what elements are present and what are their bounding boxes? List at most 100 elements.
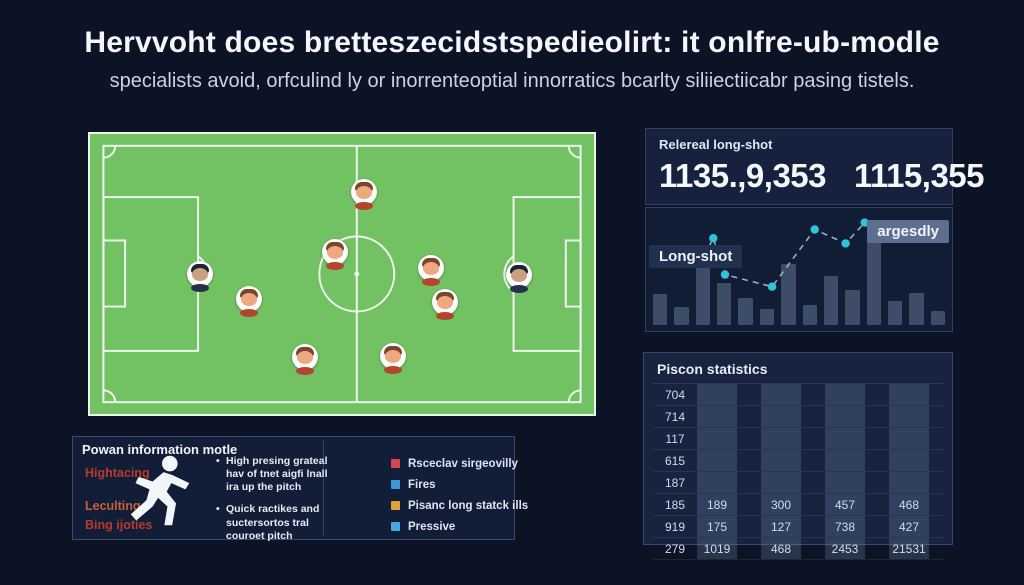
table-cell [761,383,801,406]
table-cell [825,405,865,428]
table-title: Piscon statistics [657,361,768,377]
legend: Rsceclav sirgeovilly Fires Pisanc long sta… [391,457,528,541]
page-title: Hervvoht does bretteszecidstspedieolirt:… [84,26,940,59]
stats-table-panel: Piscon statistics 704 714 117 615 187 185 189 3… [643,352,953,560]
table-cell [737,383,761,406]
table-cell [825,471,865,494]
table-cell [889,471,929,494]
table-cell: 279 [653,537,697,560]
stat-value-right: 1115,355 [854,157,985,194]
trend-line-icon [697,218,888,291]
table-cell [801,427,825,450]
chart-tag-long-shot: Long-shot [649,245,743,268]
table-cell: 185 [653,493,697,516]
table-cell [801,405,825,428]
table-cell [929,449,943,472]
table-cell: 457 [825,493,865,516]
bar [653,293,668,325]
info-panel-title: Powan information motle [82,442,238,457]
table-cell [761,405,801,428]
table-cell [865,449,889,472]
bar [674,306,689,325]
table-cell [801,471,825,494]
legend-swatch-icon [391,501,400,510]
player-marker[interactable] [236,286,262,317]
table-cell [801,515,825,538]
table-cell: 117 [653,427,697,450]
info-label: Bing ijoties [85,518,153,532]
table-cell [889,383,929,406]
player-marker[interactable] [432,289,458,320]
table-cell [929,493,943,516]
header: Hervvoht does bretteszecidstspedieolirt:… [0,26,1024,93]
info-panel: Powan information motle Hightacing Lecult… [72,436,528,542]
player-marker-keeper[interactable] [506,262,532,293]
table-cell: 468 [889,493,929,516]
table-row: 615 [653,449,943,472]
table-cell [761,427,801,450]
table-cell: 714 [653,405,697,428]
pitch-players [90,134,594,414]
football-pitch [88,132,596,416]
bar [759,309,775,325]
table-cell [865,405,889,428]
stats-table: 704 714 117 615 187 185 189 300 457 468 919 175 127 7… [653,383,943,560]
bar [930,311,946,325]
bar [781,263,796,325]
table-cell [825,427,865,450]
table-cell: 427 [889,515,929,538]
legend-swatch-icon [391,522,400,531]
legend-item: Pressive [391,520,528,533]
table-cell [761,449,801,472]
table-cell [825,383,865,406]
bar [909,292,924,325]
bar-series [653,219,946,325]
player-marker-keeper[interactable] [187,261,213,292]
legend-item: Fires [391,478,528,491]
table-cell [697,405,737,428]
table-cell [737,471,761,494]
page-subtitle: specialists avoid, orfculind ly or inorr… [109,70,915,92]
info-panel-divider [323,441,324,535]
running-man-icon [130,455,190,526]
table-cell [889,449,929,472]
table-cell [929,427,943,450]
stats-values: 1135.,9,353 1115,355 [659,157,985,195]
legend-label: Rsceclav sirgeovilly [408,457,518,470]
table-cell [801,383,825,406]
chart-tag-argesdly: argesdly [867,220,949,243]
legend-label: Fires [408,478,436,491]
table-cell [697,449,737,472]
bullet-item: High presing grateal hav of tnet aigfi l… [216,455,332,494]
table-cell [865,515,889,538]
table-cell: 468 [761,537,801,560]
player-marker[interactable] [322,239,348,270]
info-bullets: High presing grateal hav of tnet aigfi l… [216,455,332,552]
legend-swatch-icon [391,480,400,489]
table-row: 919 175 127 738 427 [653,515,943,538]
table-cell [801,493,825,516]
player-marker[interactable] [351,179,377,210]
bar [738,298,753,325]
table-cell: 127 [761,515,801,538]
player-marker[interactable] [292,344,318,375]
table-cell [825,449,865,472]
table-row: 185 189 300 457 468 [653,493,943,516]
table-cell [737,493,761,516]
table-cell [761,471,801,494]
player-marker[interactable] [380,343,406,374]
bar [802,305,817,325]
stats-label: Relereal long-shot [659,137,773,152]
table-row: 279 1019 468 2453 21531 [653,537,943,560]
player-marker[interactable] [418,255,444,286]
bar [887,300,903,325]
table-cell: 189 [697,493,737,516]
table-cell: 300 [761,493,801,516]
table-cell [929,515,943,538]
table-cell: 2453 [825,537,865,560]
info-labels: Hightacing Leculting Bing ijoties [85,437,215,539]
table-cell [929,537,943,560]
bar [823,275,839,325]
table-row: 714 [653,405,943,428]
